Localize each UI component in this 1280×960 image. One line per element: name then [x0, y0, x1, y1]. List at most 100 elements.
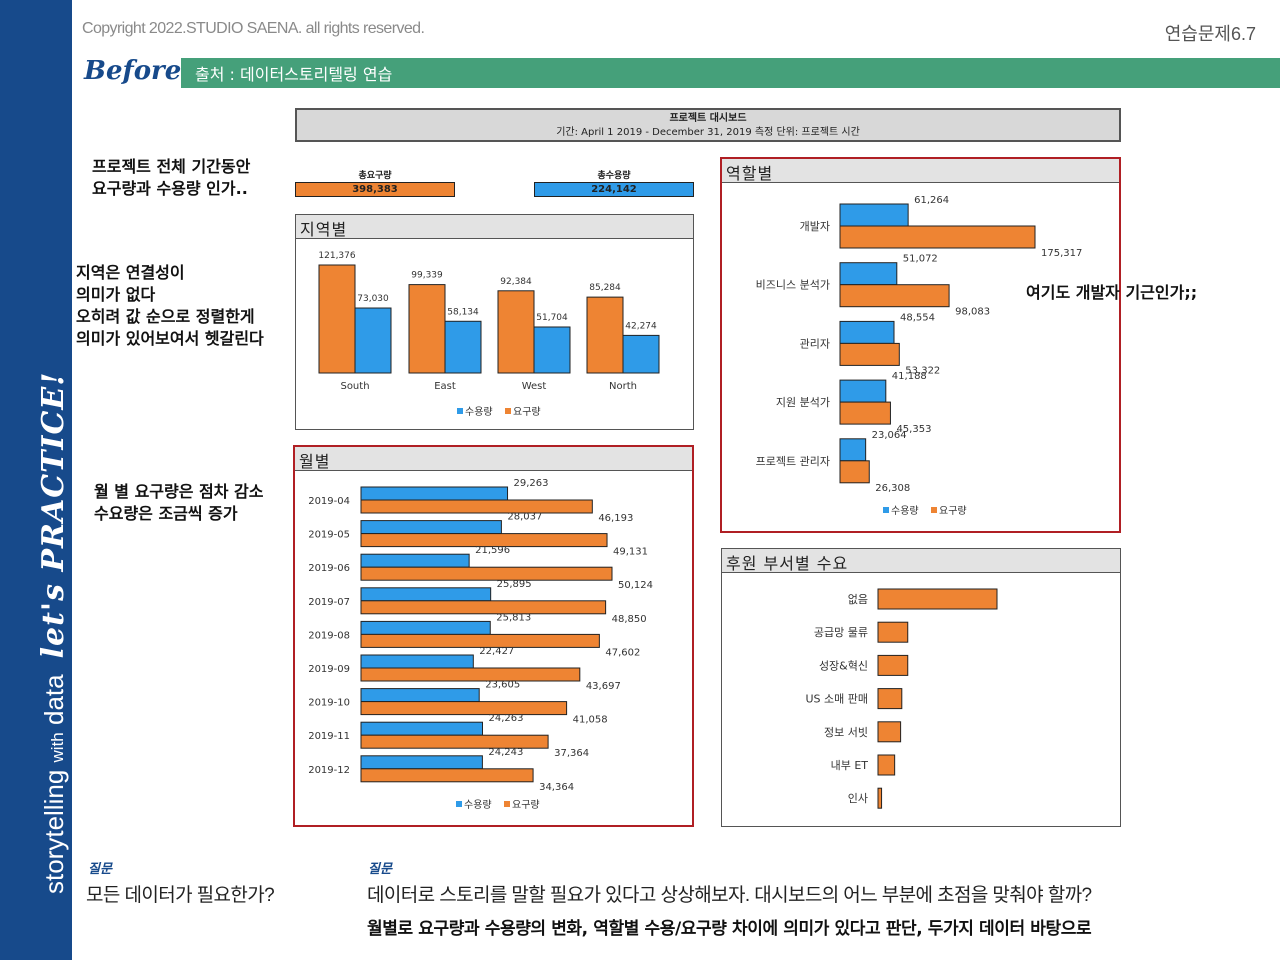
- region-category-label: East: [434, 381, 456, 392]
- month-bar-demand: [360, 734, 549, 749]
- note-total: 프로젝트 전체 기간동안 요구량과 수용량 인가..: [92, 157, 251, 198]
- sidebar: [0, 0, 72, 960]
- dept-bar: [877, 588, 998, 610]
- month-bar-demand: [360, 566, 613, 581]
- role-bar-supply: [839, 203, 909, 227]
- legend-label-0: 수용량: [464, 799, 492, 811]
- role-bar-supply: [839, 379, 887, 403]
- month-bar-supply: [360, 587, 492, 602]
- region-bar-supply: [533, 326, 571, 374]
- region-title: 지역별: [296, 215, 693, 239]
- month-bar-demand: [360, 701, 568, 716]
- legend-label-1: 요구량: [512, 799, 540, 811]
- month-value-label: 28,037: [507, 512, 542, 523]
- dept-category-label: US 소매 판매: [805, 693, 868, 706]
- role-bar-demand: [839, 284, 950, 308]
- brand-text: storytelling with data: [39, 674, 69, 894]
- role-bar-supply: [839, 438, 867, 462]
- role-value-label: 23,064: [872, 430, 907, 441]
- role-category-label: 지원 분석가: [776, 396, 830, 409]
- month-value-label: 43,697: [586, 681, 621, 692]
- legend-swatch-1: [931, 507, 937, 513]
- region-bar-demand: [318, 264, 356, 374]
- region-label-demand: 92,384: [500, 277, 532, 287]
- sidebar-text: storytelling with data let's PRACTICE!: [36, 372, 71, 894]
- legend-label-1: 요구량: [939, 505, 967, 517]
- region-bar-supply: [622, 334, 660, 374]
- region-label-demand: 85,284: [589, 283, 621, 293]
- dashboard-subtitle: 기간: April 1 2019 - December 31, 2019 측정 …: [556, 127, 860, 138]
- role-category-label: 개발자: [800, 220, 830, 233]
- region-bar-demand: [586, 296, 624, 374]
- month-bar-supply: [360, 620, 491, 635]
- role-category-label: 프로젝트 관리자: [756, 455, 830, 468]
- month-chart: 2019-04 29,263 46,193 2019-05 28,037 49,131 20…: [308, 478, 653, 811]
- legend-swatch-1: [504, 801, 510, 807]
- source-text: 출처 : 데이터스토리텔링 연습: [195, 65, 393, 84]
- dept-category-label: 없음: [848, 593, 868, 606]
- month-value-label: 48,850: [612, 614, 647, 625]
- month-category-label: 2019-09: [308, 664, 350, 675]
- kpi-demand-value: 398,383: [295, 182, 455, 197]
- kpi-supply-value: 224,142: [534, 182, 694, 197]
- dept-panel: 후원 부서별 수요 없음 공급망 물류 성장&혁신 US 소매 판매 정보 서빗 내부 E…: [721, 548, 1121, 827]
- dept-bar: [877, 721, 902, 743]
- dashboard-title: 프로젝트 대시보드: [669, 113, 747, 124]
- month-bar-demand: [360, 768, 534, 783]
- region-bar-demand: [408, 284, 446, 374]
- kpi-supply-label: 총수용량: [597, 171, 631, 181]
- month-value-label: 25,813: [496, 612, 531, 623]
- month-category-label: 2019-04: [308, 496, 350, 507]
- legend-swatch-1: [505, 408, 511, 414]
- role-panel: 역할별 개발자 61,264 175,317 비즈니스 분석가 51,072 98,083…: [720, 157, 1121, 533]
- month-value-label: 37,364: [554, 748, 589, 759]
- role-value-label: 53,322: [905, 365, 940, 376]
- dept-bar: [877, 754, 896, 776]
- copyright: Copyright 2022.STUDIO SAENA. all rights …: [82, 20, 425, 37]
- region-panel: 지역별 121,376 73,030 South 99,339 58,134 East 92…: [295, 214, 694, 430]
- month-value-label: 24,243: [488, 747, 523, 758]
- dept-category-label: 인사: [848, 792, 868, 805]
- role-value-label: 41,188: [892, 371, 927, 382]
- dept-category-label: 내부 ET: [831, 759, 869, 772]
- month-category-label: 2019-11: [308, 731, 350, 742]
- region-label-demand: 121,376: [318, 251, 355, 261]
- dashboard-title-box: 프로젝트 대시보드 기간: April 1 2019 - December 31…: [295, 108, 1121, 142]
- month-value-label: 49,131: [613, 547, 648, 558]
- role-title: 역할별: [722, 159, 1119, 183]
- dept-category-label: 성장&혁신: [819, 659, 868, 672]
- month-bar-demand: [360, 633, 600, 648]
- region-category-label: South: [340, 381, 369, 392]
- role-value-label: 61,264: [914, 195, 949, 206]
- role-value-label: 98,083: [955, 307, 990, 318]
- region-label-supply: 51,704: [536, 313, 568, 323]
- role-bar-supply: [839, 320, 895, 344]
- role-bar-demand: [839, 401, 891, 425]
- legend-swatch-0: [457, 408, 463, 414]
- month-category-label: 2019-05: [308, 530, 350, 541]
- exercise-number: 연습문제6.7: [1164, 24, 1256, 44]
- dept-bar: [877, 787, 883, 809]
- month-category-label: 2019-06: [308, 563, 350, 574]
- month-category-label: 2019-12: [308, 765, 350, 776]
- month-bar-supply: [360, 486, 509, 501]
- practice-text: let's PRACTICE!: [36, 371, 71, 659]
- legend-label-1: 요구량: [513, 406, 541, 418]
- question-text-1: 모든 데이터가 필요한가?: [86, 885, 275, 906]
- role-bar-demand: [839, 225, 1036, 249]
- role-category-label: 비즈니스 분석가: [756, 279, 830, 292]
- month-value-label: 47,602: [605, 647, 640, 658]
- dept-bar: [877, 654, 909, 676]
- role-bar-supply: [839, 262, 898, 286]
- legend-swatch-0: [883, 507, 889, 513]
- question-label-1: 질문: [88, 862, 112, 877]
- month-bar-supply: [360, 520, 502, 535]
- month-panel: 월별 2019-04 29,263 46,193 2019-05 28,037 49,13…: [293, 445, 694, 827]
- before-label: Before: [84, 56, 182, 86]
- month-bar-demand: [360, 600, 607, 615]
- region-label-supply: 73,030: [357, 294, 389, 304]
- note-region: 지역은 연결성이 의미가 없다 오히려 값 순으로 정렬한게 의미가 있어보여서 헷갈…: [76, 263, 264, 348]
- dept-category-label: 공급망 물류: [814, 626, 868, 639]
- month-category-label: 2019-08: [308, 630, 350, 641]
